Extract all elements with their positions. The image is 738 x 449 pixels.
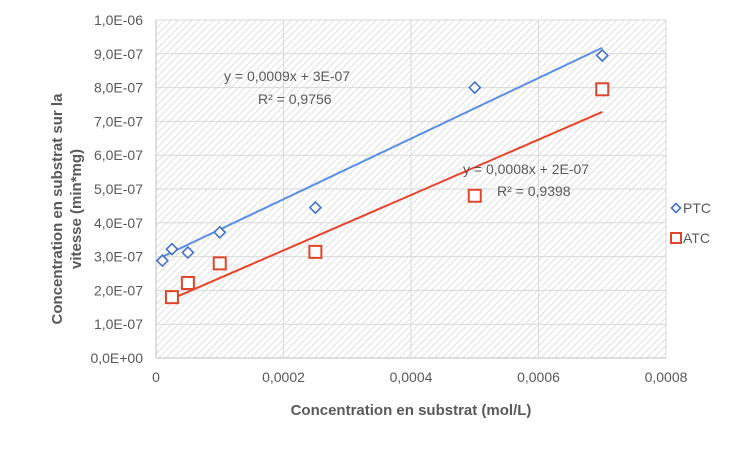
x-tick-label: 0,0006 — [517, 369, 560, 385]
data-point-ptc — [595, 48, 609, 63]
data-point-ptc — [165, 242, 179, 256]
data-point-ptc — [155, 254, 170, 268]
data-point-ptc — [468, 80, 482, 95]
data-point-atc — [467, 188, 482, 203]
y-tick-label: 1,0E-07 — [94, 316, 143, 332]
y-tick-label: 6,0E-07 — [94, 147, 143, 163]
x-axis-title: Concentration en substrat (mol/L) — [291, 402, 532, 419]
legend-item-atc: ATC — [670, 230, 710, 246]
legend-label-atc: ATC — [683, 230, 710, 246]
legend: PTC ATC — [670, 200, 711, 246]
data-point-ptc — [308, 200, 323, 215]
atc-trendline-r2: R² = 0,9398 — [497, 183, 571, 199]
data-point-ptc — [213, 225, 227, 239]
legend-diamond-icon — [670, 202, 682, 214]
data-point-atc — [212, 256, 227, 271]
y-tick-label: 0,0E+00 — [90, 350, 143, 366]
y-axis-title: Concentration en substrat sur la vitesse… — [49, 93, 85, 325]
data-point-atc — [595, 82, 610, 97]
x-tick-label: 0,0002 — [262, 369, 305, 385]
x-tick-label: 0,0004 — [390, 369, 433, 385]
data-point-atc — [308, 244, 323, 259]
y-tick-label: 1,0E-06 — [94, 12, 143, 28]
trendlines — [158, 46, 603, 300]
data-point-atc — [180, 275, 195, 290]
y-tick-label: 8,0E-07 — [94, 80, 143, 96]
y-tick-label: 3,0E-07 — [94, 249, 143, 265]
y-axis-title-line1: Concentration en substrat sur la — [49, 93, 66, 325]
ptc-trendline-equation: y = 0,0009x + 3E-07 — [224, 68, 350, 84]
legend-item-ptc: PTC — [670, 200, 711, 216]
trendline-ptc — [158, 46, 603, 260]
y-tick-label: 2,0E-07 — [94, 282, 143, 298]
axes: 0,0E+00 1,0E-07 2,0E-07 3,0E-07 4,0E-07 5,0E-… — [90, 12, 687, 385]
ptc-trendline-r2: R² = 0,9756 — [258, 91, 332, 107]
trendline-atc — [171, 111, 603, 300]
grid — [156, 19, 667, 358]
data-markers — [155, 48, 610, 305]
legend-label-ptc: PTC — [683, 200, 711, 216]
y-axis-title-line2: vitesse (min*mg) — [68, 149, 85, 269]
legend-square-icon — [670, 232, 682, 244]
labels: Concentration en substrat (mol/L) Concen… — [49, 68, 589, 419]
y-tick-label: 9,0E-07 — [94, 46, 143, 62]
data-point-ptc — [181, 245, 195, 260]
y-tick-label: 5,0E-07 — [94, 181, 143, 197]
y-tick-label: 4,0E-07 — [94, 215, 143, 231]
x-tick-label: 0,0008 — [645, 369, 688, 385]
data-point-atc — [164, 290, 179, 305]
y-tick-label: 7,0E-07 — [94, 113, 143, 129]
x-tick-label: 0 — [152, 369, 160, 385]
atc-trendline-equation: y = 0,0008x + 2E-07 — [463, 161, 589, 177]
